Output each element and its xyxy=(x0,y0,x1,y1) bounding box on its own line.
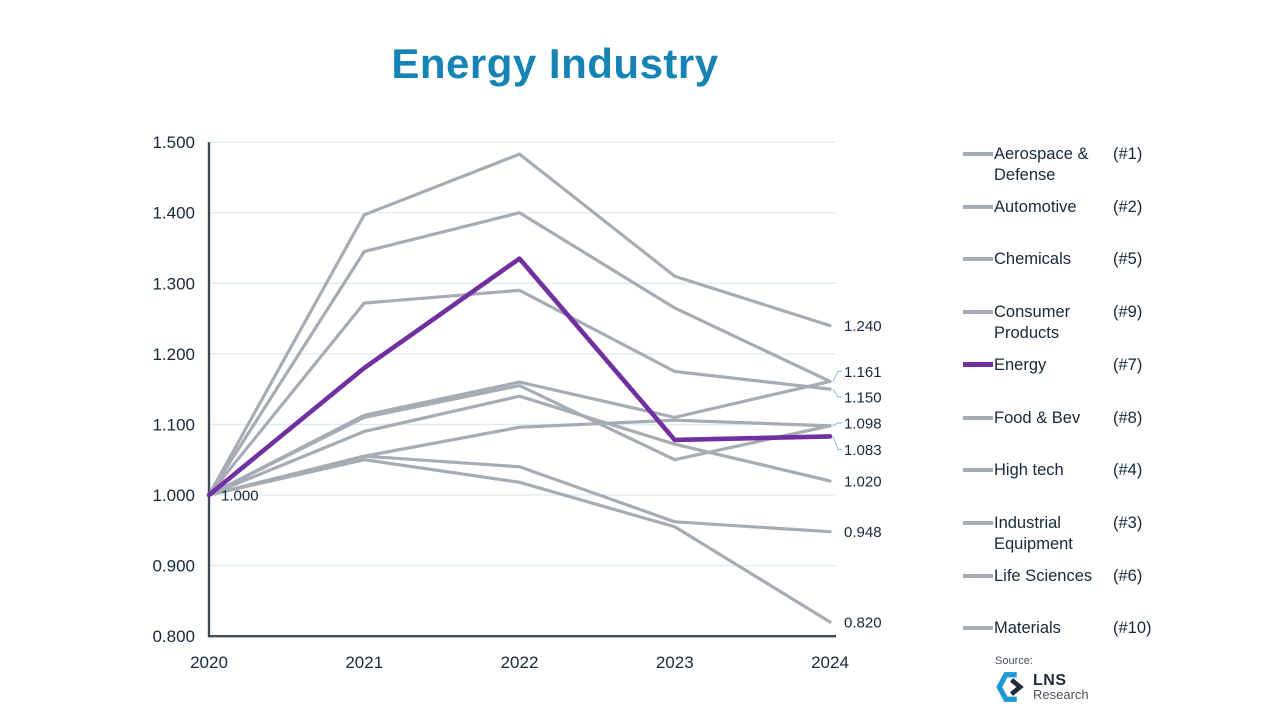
label-leader-chemicals xyxy=(832,422,842,427)
series-line-high-tech xyxy=(207,379,832,497)
y-tick-label: 1.000 xyxy=(152,486,195,505)
legend-swatch-life-sciences xyxy=(963,573,993,578)
label-leader-industrial-equipment xyxy=(832,388,842,398)
legend-swatch-aerospace-defense xyxy=(963,152,993,156)
legend-label: Food & Bev xyxy=(994,408,1081,427)
legend-rank: (#8) xyxy=(1113,408,1143,427)
legend-rank: (#10) xyxy=(1113,619,1152,638)
legend-rank: (#4) xyxy=(1113,461,1143,480)
y-tick-label: 1.500 xyxy=(152,133,195,152)
brand-text: LNS Research xyxy=(1033,671,1089,702)
x-tick-label: 2023 xyxy=(656,653,694,672)
label-leader-energy xyxy=(832,436,842,451)
end-label-industrial-equipment: 1.150 xyxy=(844,390,882,407)
legend-label: Aerospace & Defense xyxy=(994,145,1089,184)
end-label-materials: 0.820 xyxy=(844,615,882,632)
source-block: Source: LNS Research xyxy=(995,655,1175,704)
legend-rank: (#1) xyxy=(1113,145,1143,163)
series-line-food-bev xyxy=(207,394,832,497)
brand-name: LNS xyxy=(1033,671,1067,689)
x-tick-label: 2020 xyxy=(190,653,228,672)
legend-swatch-materials xyxy=(963,626,993,631)
y-tick-label: 1.100 xyxy=(152,415,195,434)
legend-rank: (#9) xyxy=(1113,303,1143,322)
brand-subname: Research xyxy=(1033,686,1089,702)
series-line-aerospace-defense xyxy=(207,152,832,497)
end-label-chemicals: 1.098 xyxy=(844,415,882,432)
legend-label: Industrial Equipment xyxy=(994,513,1073,553)
series-line-consumer-products xyxy=(207,454,832,534)
series-line-automotive xyxy=(207,211,832,497)
legend-label: Consumer Products xyxy=(994,303,1071,343)
y-tick-label: 0.800 xyxy=(152,627,195,646)
legend-swatch-industrial-equipment xyxy=(963,520,993,525)
legend-swatch-food-bev xyxy=(963,415,993,420)
chart-title: Energy Industry xyxy=(391,40,719,87)
legend-label: Automotive xyxy=(994,197,1077,216)
end-label-consumer-products: 0.948 xyxy=(844,524,882,541)
y-tick-label: 1.200 xyxy=(152,345,195,364)
end-label-energy: 1.083 xyxy=(844,442,882,459)
legend-label: High tech xyxy=(994,461,1064,480)
legend-label: Energy xyxy=(994,355,1047,374)
source-label: Source: xyxy=(995,655,1033,667)
x-tick-label: 2022 xyxy=(501,653,539,672)
legend-label: Life Sciences xyxy=(994,566,1093,585)
series-line-materials xyxy=(207,458,832,624)
start-label: 1.000 xyxy=(221,488,259,505)
legend-rank: (#7) xyxy=(1113,355,1143,374)
legend-swatch-consumer-products xyxy=(963,310,993,315)
x-tick-label: 2021 xyxy=(345,653,383,672)
legend-swatch-chemicals xyxy=(963,257,993,262)
legend-rank: (#6) xyxy=(1113,566,1143,585)
series-line-energy xyxy=(206,256,833,498)
legend-swatch-high-tech xyxy=(963,468,993,473)
series-line-industrial-equipment xyxy=(207,288,832,497)
legend-rank: (#2) xyxy=(1113,197,1143,216)
label-leader-automotive xyxy=(832,370,842,382)
legend-rank: (#3) xyxy=(1113,513,1143,532)
end-label-automotive: 1.161 xyxy=(844,364,882,381)
end-label-food-bev: 1.020 xyxy=(844,473,882,490)
series-line-life-sciences xyxy=(207,418,832,497)
end-label-aerospace-defense: 1.240 xyxy=(844,318,882,335)
legend-rank: (#5) xyxy=(1113,250,1143,269)
y-tick-label: 1.400 xyxy=(152,204,195,223)
x-tick-label: 2024 xyxy=(811,653,849,672)
legend-label: Chemicals xyxy=(994,250,1072,269)
brand-lockup: LNS Research xyxy=(995,670,1175,704)
legend-swatch-automotive xyxy=(963,204,993,209)
lns-logo-icon xyxy=(996,672,1024,702)
y-tick-label: 1.300 xyxy=(152,274,195,293)
y-tick-label: 0.900 xyxy=(152,557,195,576)
legend-label: Materials xyxy=(994,619,1061,638)
legend-swatch-energy xyxy=(963,361,993,367)
